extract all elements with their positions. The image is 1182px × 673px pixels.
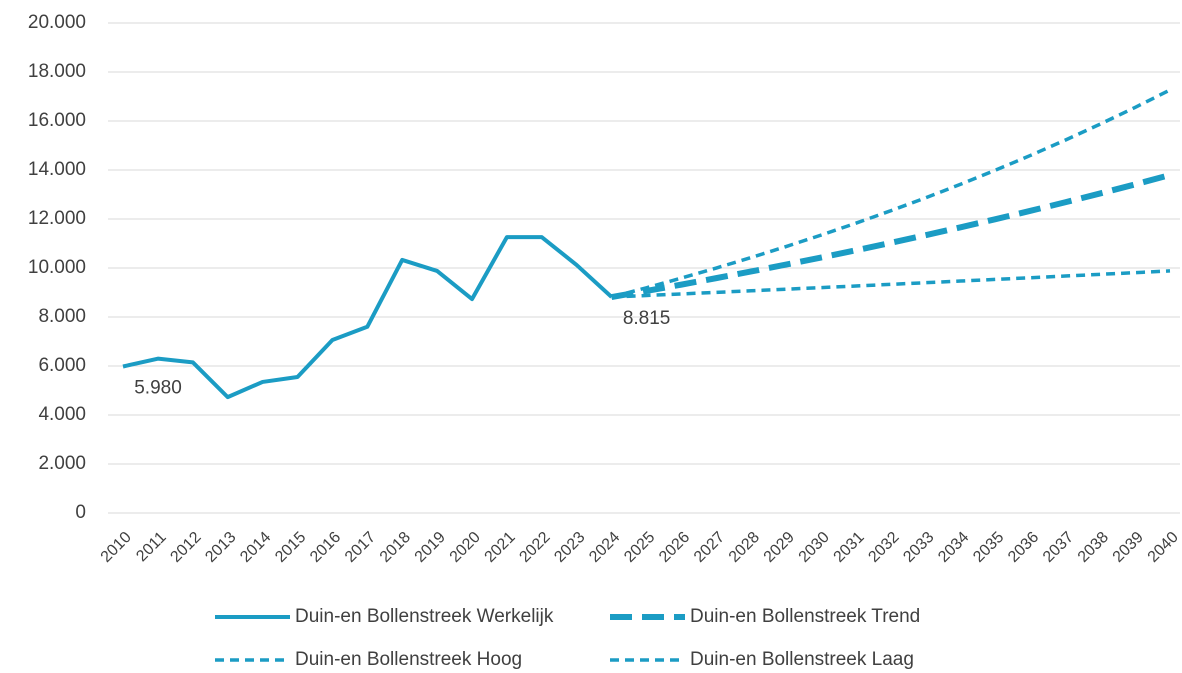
x-tick-label: 2022 <box>516 529 553 566</box>
legend-label: Duin-en Bollenstreek Laag <box>690 649 914 670</box>
x-tick-label: 2031 <box>831 529 868 566</box>
y-tick-label: 18.000 <box>28 61 86 82</box>
x-tick-label: 2033 <box>900 529 937 566</box>
x-tick-label: 2018 <box>377 529 414 566</box>
x-tick-label: 2035 <box>970 529 1007 566</box>
x-tick-label: 2027 <box>691 529 728 566</box>
y-tick-label: 4.000 <box>38 404 86 425</box>
x-tick-label: 2021 <box>482 529 519 566</box>
x-tick-label: 2028 <box>726 529 763 566</box>
y-tick-label: 10.000 <box>28 257 86 278</box>
x-tick-label: 2026 <box>656 529 693 566</box>
x-tick-label: 2037 <box>1040 529 1077 566</box>
x-tick-label: 2013 <box>202 529 239 566</box>
x-tick-label: 2023 <box>551 529 588 566</box>
x-tick-label: 2034 <box>935 529 972 566</box>
x-tick-label: 2024 <box>586 529 623 566</box>
x-tick-label: 2016 <box>307 529 344 566</box>
legend-label: Duin-en Bollenstreek Werkelijk <box>295 606 554 627</box>
y-tick-label: 20.000 <box>28 12 86 33</box>
series-line <box>611 172 1171 300</box>
y-tick-label: 16.000 <box>28 110 86 131</box>
legend-label: Duin-en Bollenstreek Hoog <box>295 649 522 670</box>
series-line <box>122 235 613 400</box>
x-tick-label: 2036 <box>1005 529 1042 566</box>
x-tick-label: 2015 <box>272 529 309 566</box>
data-label: 5.980 <box>134 378 182 399</box>
x-tick-label: 2019 <box>412 529 449 566</box>
y-tick-label: 2.000 <box>38 453 86 474</box>
y-tick-label: 8.000 <box>38 306 86 327</box>
x-tick-label: 2014 <box>237 529 274 566</box>
x-tick-label: 2025 <box>621 529 658 566</box>
x-tick-label: 2030 <box>796 529 833 566</box>
x-tick-label: 2020 <box>447 529 484 566</box>
x-tick-label: 2017 <box>342 529 379 566</box>
y-tick-label: 12.000 <box>28 208 86 229</box>
x-tick-label: 2012 <box>167 529 204 566</box>
x-tick-label: 2039 <box>1110 529 1147 566</box>
x-tick-label: 2038 <box>1075 529 1112 566</box>
x-tick-label: 2010 <box>98 529 135 566</box>
x-tick-label: 2040 <box>1145 529 1182 566</box>
x-tick-label: 2011 <box>133 529 169 565</box>
series-line <box>611 88 1171 299</box>
x-tick-label: 2032 <box>865 529 902 566</box>
data-label: 8.815 <box>623 308 671 329</box>
y-tick-label: 0 <box>75 502 86 523</box>
y-tick-label: 6.000 <box>38 355 86 376</box>
x-tick-label: 2029 <box>761 529 798 566</box>
y-tick-label: 14.000 <box>28 159 86 180</box>
series-line <box>611 269 1171 299</box>
legend-label: Duin-en Bollenstreek Trend <box>690 606 920 627</box>
